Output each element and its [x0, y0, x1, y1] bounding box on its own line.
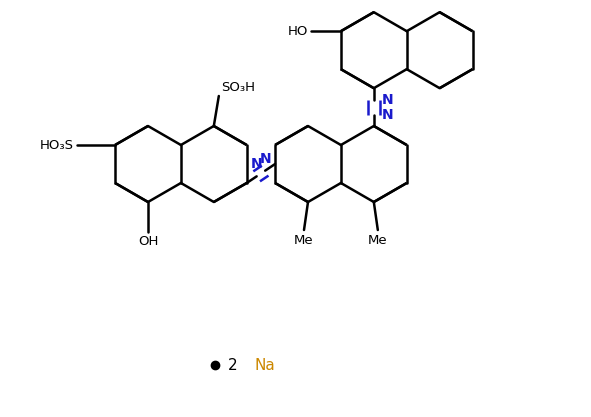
Text: OH: OH — [138, 235, 158, 248]
Text: Na: Na — [255, 357, 275, 372]
Text: N: N — [382, 108, 394, 122]
Text: HO₃S: HO₃S — [40, 138, 74, 151]
Text: Me: Me — [294, 234, 314, 247]
Text: SO₃H: SO₃H — [221, 81, 255, 94]
Text: N: N — [259, 152, 271, 166]
Text: 2: 2 — [228, 357, 238, 372]
Text: HO: HO — [288, 25, 308, 38]
Text: N: N — [251, 157, 262, 171]
Text: Me: Me — [368, 234, 388, 247]
Text: N: N — [382, 93, 394, 106]
